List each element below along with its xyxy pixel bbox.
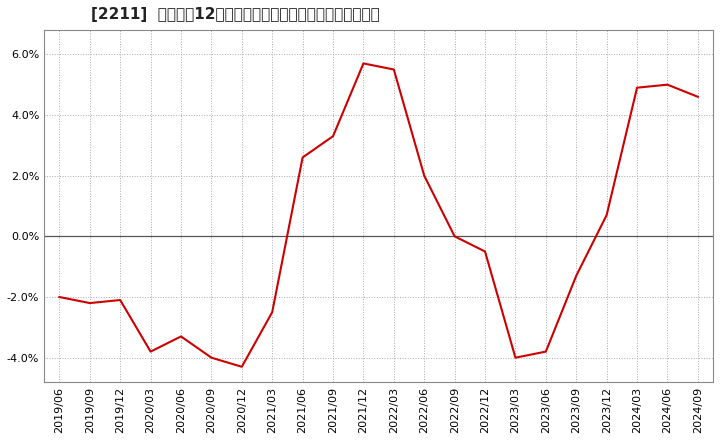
Text: [2211]  売上高の12か月移動合計の対前年同期増減率の推移: [2211] 売上高の12か月移動合計の対前年同期増減率の推移 xyxy=(91,7,379,22)
